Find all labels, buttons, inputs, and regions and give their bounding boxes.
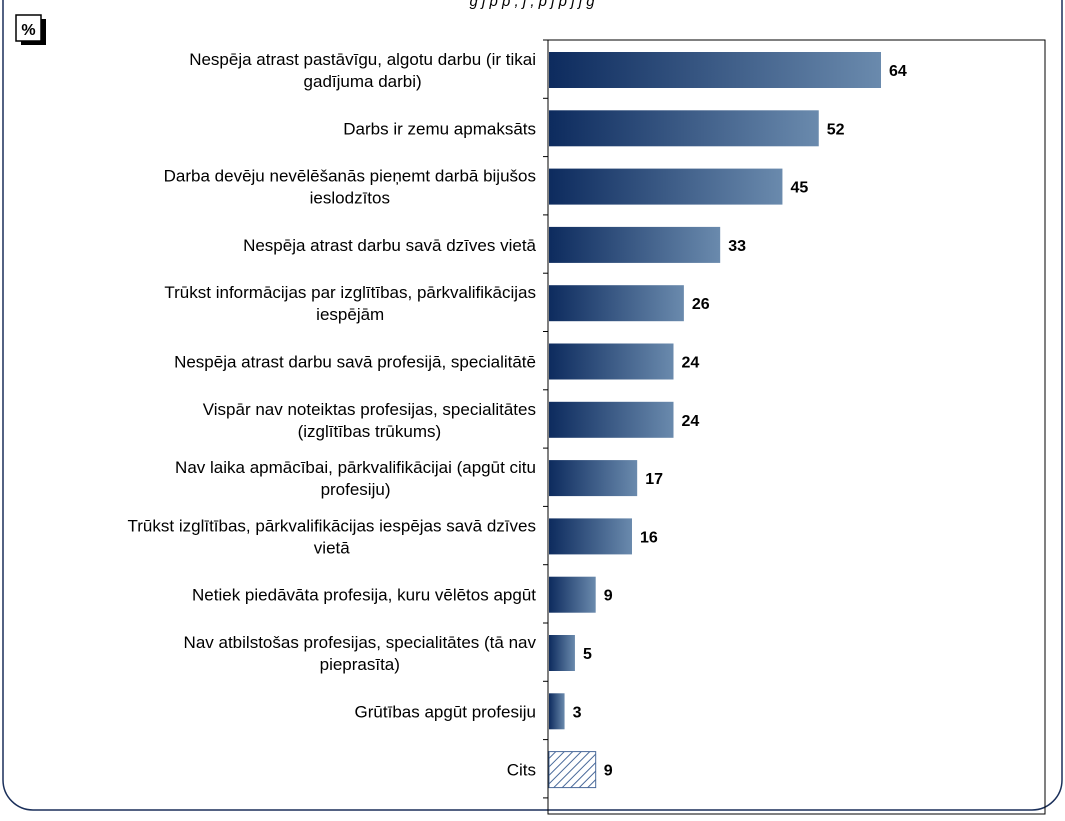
value-label: 9: [604, 588, 613, 605]
bar: [548, 751, 597, 789]
category-label-line: Nav atbilstošas profesijas, specialitāte…: [184, 633, 537, 652]
value-label: 16: [640, 529, 658, 546]
category-label-line: gadījuma darbi): [304, 72, 422, 91]
category-label-line: pieprasīta): [320, 655, 400, 674]
category-label-line: Nespēja atrast darbu savā profesijā, spe…: [174, 353, 536, 372]
bars-group: [548, 52, 881, 789]
category-label: Trūkst informācijas par izglītības, pārk…: [164, 283, 536, 324]
bar: [549, 576, 596, 613]
category-label: Nav atbilstošas profesijas, specialitāte…: [184, 633, 537, 674]
category-label-line: iespējām: [316, 305, 384, 324]
value-label: 24: [682, 413, 700, 430]
category-label-line: Grūtības apgūt profesiju: [355, 702, 536, 721]
value-label: 33: [728, 238, 746, 255]
category-label-line: ieslodzītos: [310, 189, 390, 208]
category-label: Netiek piedāvāta profesija, kuru vēlētos…: [192, 586, 536, 605]
category-label: Grūtības apgūt profesiju: [355, 702, 536, 721]
category-label: Nespēja atrast darbu savā dzīves vietā: [243, 236, 536, 255]
value-label: 17: [645, 471, 663, 488]
category-label-line: (izglītības trūkums): [298, 422, 442, 441]
category-label: Darbs ir zemu apmaksāts: [343, 119, 536, 138]
bar: [549, 226, 721, 263]
category-label-line: Cits: [507, 761, 536, 780]
value-label: 64: [889, 63, 907, 80]
bar: [549, 52, 881, 88]
plot-area: [547, 39, 1046, 815]
category-label-line: Nespēja atrast pastāvīgu, algotu darbu (…: [189, 50, 536, 69]
category-label: Nav laika apmācībai, pārkvalifikācijai (…: [175, 458, 536, 499]
category-label-line: Netiek piedāvāta profesija, kuru vēlētos…: [192, 586, 536, 605]
value-label: 3: [573, 704, 582, 721]
value-label: 5: [583, 646, 592, 663]
category-label-line: Trūkst informācijas par izglītības, pārk…: [164, 283, 536, 302]
category-labels: Nespēja atrast pastāvīgu, algotu darbu (…: [128, 50, 537, 780]
value-label: 9: [604, 763, 613, 780]
value-label: 52: [827, 121, 845, 138]
bar: [549, 285, 684, 322]
value-label: 45: [790, 180, 808, 197]
value-labels: 64 52 45 33 26 24 24 17 16 9 5 3 9: [573, 63, 907, 780]
category-label: Trūkst izglītības, pārkvalifikācijas ies…: [128, 516, 536, 557]
bar: [549, 343, 674, 380]
header-cut-text: g j p p , j , p j p j j g: [469, 0, 595, 10]
value-label: 26: [692, 296, 710, 313]
unit-badge: %: [15, 14, 46, 45]
bar: [549, 460, 638, 497]
category-label-line: vietā: [314, 538, 350, 557]
category-label-line: Darbs ir zemu apmaksāts: [343, 119, 536, 138]
bar: [549, 110, 819, 147]
bar: [549, 401, 674, 438]
category-label: Nespēja atrast pastāvīgu, algotu darbu (…: [189, 50, 536, 91]
category-label-line: profesiju): [321, 480, 391, 499]
bar: [549, 168, 783, 205]
value-label: 24: [682, 355, 700, 372]
category-label-line: Trūkst izglītības, pārkvalifikācijas ies…: [128, 516, 536, 535]
bar: [549, 518, 632, 555]
category-label: Darba devēju nevēlēšanās pieņemt darbā b…: [164, 167, 536, 208]
category-label: Cits: [507, 761, 536, 780]
category-label-line: Nespēja atrast darbu savā dzīves vietā: [243, 236, 536, 255]
bar: [549, 693, 565, 730]
category-label-line: Vispār nav noteiktas profesijas, special…: [203, 400, 536, 419]
category-label-line: Nav laika apmācībai, pārkvalifikācijai (…: [175, 458, 536, 477]
category-label: Vispār nav noteiktas profesijas, special…: [203, 400, 536, 441]
bar: [549, 635, 575, 671]
y-axis-ticks: [543, 39, 548, 799]
category-label-line: Darba devēju nevēlēšanās pieņemt darbā b…: [164, 167, 536, 186]
category-label: Nespēja atrast darbu savā profesijā, spe…: [174, 353, 536, 372]
unit-badge-label: %: [21, 22, 35, 39]
